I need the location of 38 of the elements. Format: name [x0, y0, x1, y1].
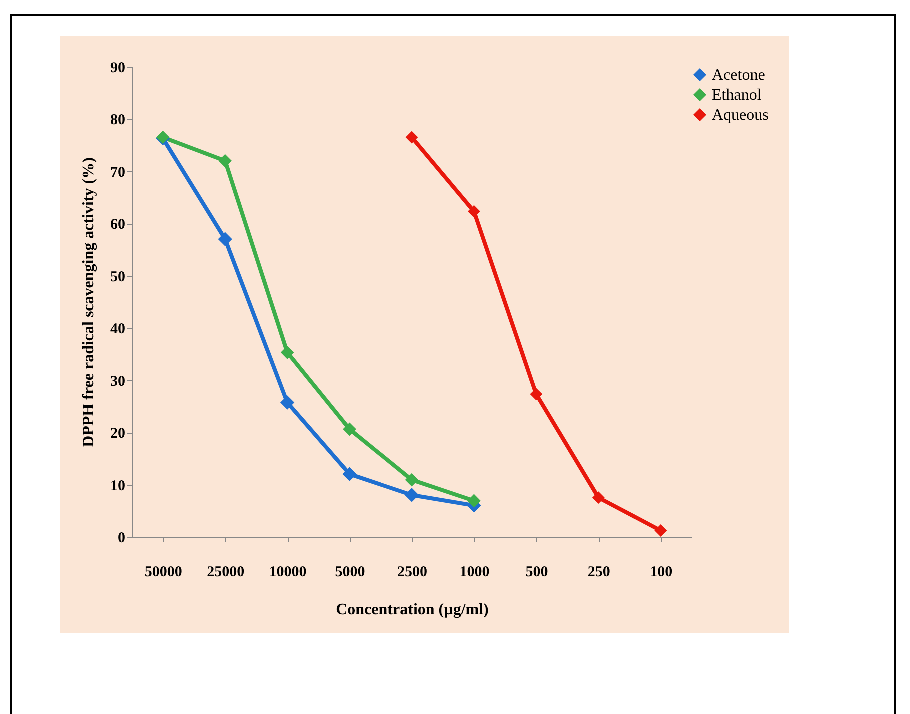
point: [468, 205, 480, 218]
legend-label: Acetone: [712, 67, 766, 84]
point: [405, 473, 419, 487]
y-tick-label: 50: [110, 269, 126, 286]
x-tick-label: 250: [588, 564, 610, 580]
x-tick-label: 2500: [398, 564, 428, 580]
y-tick-label: 80: [110, 112, 126, 129]
y-tick-label: 40: [110, 322, 126, 338]
point: [406, 131, 418, 144]
point: [342, 467, 357, 482]
y-tick-label: 20: [110, 426, 126, 442]
y-tick-label: 30: [110, 374, 126, 390]
y-tick-label: 0: [118, 530, 126, 546]
x-tick-label: 5000: [335, 564, 366, 580]
point: [280, 396, 295, 410]
point: [592, 492, 605, 504]
y-tick-label: 90: [110, 60, 126, 76]
legend-label: Ethanol: [712, 87, 762, 104]
x-tick-label: 1000: [460, 564, 490, 580]
y-tick-label: 10: [110, 478, 126, 494]
point: [218, 154, 232, 168]
x-axis-title: Concentration (µg/ml): [336, 602, 489, 618]
x-tick-label: 10000: [269, 564, 307, 580]
x-tick-label: 500: [526, 564, 548, 580]
point: [468, 494, 481, 508]
x-tick-label: 50000: [144, 564, 182, 580]
point: [404, 488, 420, 502]
point: [218, 232, 232, 246]
point: [654, 524, 668, 537]
x-tick-label: 25000: [207, 564, 245, 580]
x-tick-label: 100: [650, 564, 673, 580]
point: [280, 346, 294, 360]
point: [343, 422, 356, 436]
legend-label: Aqueous: [712, 107, 769, 124]
y-axis-title: DPPH free radical scavenging activity (%): [80, 158, 98, 448]
point: [530, 388, 543, 401]
y-tick-label: 70: [110, 164, 126, 181]
y-tick-label: 60: [110, 217, 126, 234]
